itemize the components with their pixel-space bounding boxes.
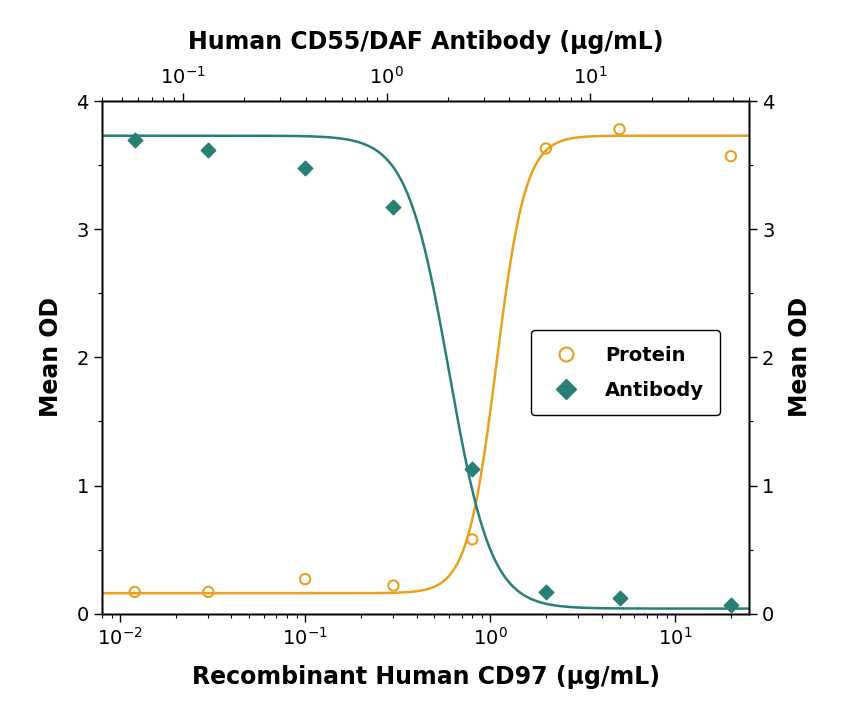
Point bbox=[202, 586, 215, 598]
Point bbox=[299, 573, 312, 585]
X-axis label: Recombinant Human CD97 (μg/mL): Recombinant Human CD97 (μg/mL) bbox=[191, 666, 660, 690]
Y-axis label: Mean OD: Mean OD bbox=[38, 297, 63, 417]
Legend: Protein, Antibody: Protein, Antibody bbox=[531, 331, 720, 415]
Point bbox=[724, 150, 738, 162]
Point bbox=[386, 580, 400, 591]
Point bbox=[539, 143, 552, 155]
Y-axis label: Mean OD: Mean OD bbox=[788, 297, 813, 417]
Point bbox=[128, 586, 141, 598]
Point bbox=[202, 144, 215, 155]
Point bbox=[128, 134, 141, 145]
Point bbox=[613, 123, 626, 135]
Point bbox=[465, 463, 479, 474]
Point bbox=[299, 162, 312, 173]
Point bbox=[613, 593, 626, 604]
Point bbox=[724, 599, 738, 611]
X-axis label: Human CD55/DAF Antibody (μg/mL): Human CD55/DAF Antibody (μg/mL) bbox=[188, 30, 663, 54]
Point bbox=[386, 201, 400, 213]
Point bbox=[465, 534, 479, 545]
Point bbox=[539, 586, 552, 598]
